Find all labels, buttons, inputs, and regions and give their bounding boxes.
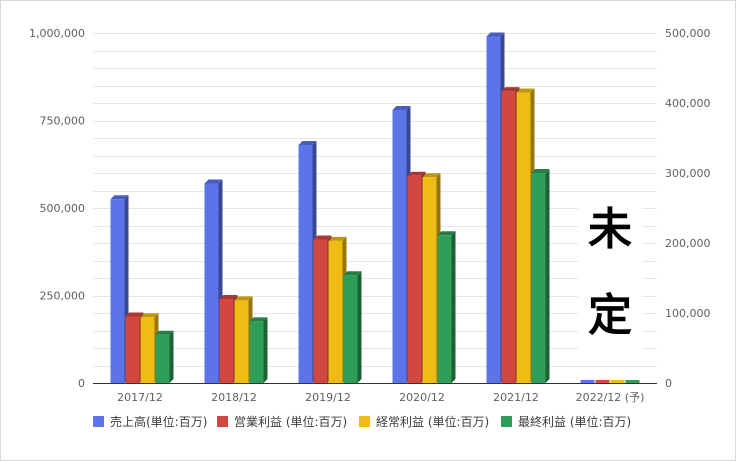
bar [392,110,407,383]
bar-top [437,231,456,236]
bar-top [328,236,347,241]
legend-label: 経常利益 (単位:百万) [376,414,489,429]
bar-top [298,141,317,145]
bar-top [204,179,223,184]
bar [343,275,358,383]
x-axis-tick-label: 2017/12 [117,391,163,404]
bar-top [219,295,238,299]
right-axis-tick-label: 0 [665,377,672,390]
legend-swatch [93,416,104,427]
x-axis-tick-label: 2020/12 [399,391,445,404]
right-axis-tick-label: 200,000 [665,237,711,250]
bar-top [343,271,362,276]
right-axis-tick-label: 300,000 [665,167,711,180]
legend-swatch [359,416,370,427]
annotation-text: 未 [588,204,632,255]
left-axis-tick-label: 1,000,000 [29,27,85,40]
bar [531,173,546,383]
bar [204,183,219,383]
bar-top [140,313,159,318]
bar-top [501,87,520,92]
bar [580,380,595,383]
left-axis-tick-label: 250,000 [40,290,86,303]
bar-side [169,330,174,383]
bar [610,380,625,383]
bar [298,145,313,383]
x-axis-tick-label: 2021/12 [493,391,539,404]
bar [155,334,170,383]
x-axis-tick-label: 2022/12 (予) [576,391,645,404]
bar-top [422,173,441,178]
bar [516,92,531,383]
annotation-text: 定 [588,290,632,341]
legend-swatch [501,416,512,427]
legend-label: 最終利益 (単位:百万) [518,414,631,429]
bar-top [486,32,505,37]
bar [595,380,610,383]
bar [486,36,501,383]
bar-top [125,312,144,317]
bar-top [234,296,253,301]
bar-side [263,317,268,383]
bar-top [392,106,411,110]
bar [328,240,343,383]
left-axis-tick-label: 0 [78,377,85,390]
bar-side [545,169,550,383]
bar-top [516,88,535,93]
x-axis-tick-label: 2018/12 [211,391,257,404]
right-axis-tick-label: 500,000 [665,27,711,40]
bar-side [451,231,456,383]
bar [437,235,452,383]
bar [625,380,640,383]
legend-label: 営業利益 (単位:百万) [234,414,347,429]
bar [219,299,234,383]
bar-top [407,171,426,176]
legend-label: 売上高(単位:百万) [110,414,207,429]
bar [140,317,155,383]
bar-top [155,330,174,335]
bar [110,199,125,383]
bar-top [110,195,129,200]
annotation-backdrop [578,196,642,356]
left-axis-tick-label: 500,000 [40,202,86,215]
x-axis-tick-label: 2019/12 [305,391,351,404]
right-axis-tick-label: 400,000 [665,97,711,110]
bar [501,91,516,383]
bar-side [357,271,362,383]
bar [125,316,140,383]
bar [249,321,264,383]
bar-top [249,317,268,322]
bar [313,239,328,383]
left-axis-tick-label: 750,000 [40,115,86,128]
bar-top [531,169,550,173]
bar-top [313,235,332,240]
right-axis-tick-label: 100,000 [665,307,711,320]
bar [234,300,249,383]
bar [407,175,422,383]
bar [422,177,437,383]
legend-swatch [217,416,228,427]
